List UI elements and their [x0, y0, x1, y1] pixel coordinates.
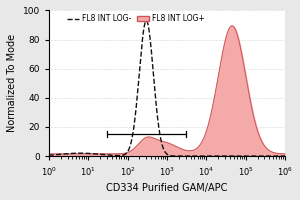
X-axis label: CD334 Purified GAM/APC: CD334 Purified GAM/APC [106, 183, 228, 193]
Legend: FL8 INT LOG-, FL8 INT LOG+: FL8 INT LOG-, FL8 INT LOG+ [64, 11, 208, 26]
Y-axis label: Normalized To Mode: Normalized To Mode [7, 34, 17, 132]
